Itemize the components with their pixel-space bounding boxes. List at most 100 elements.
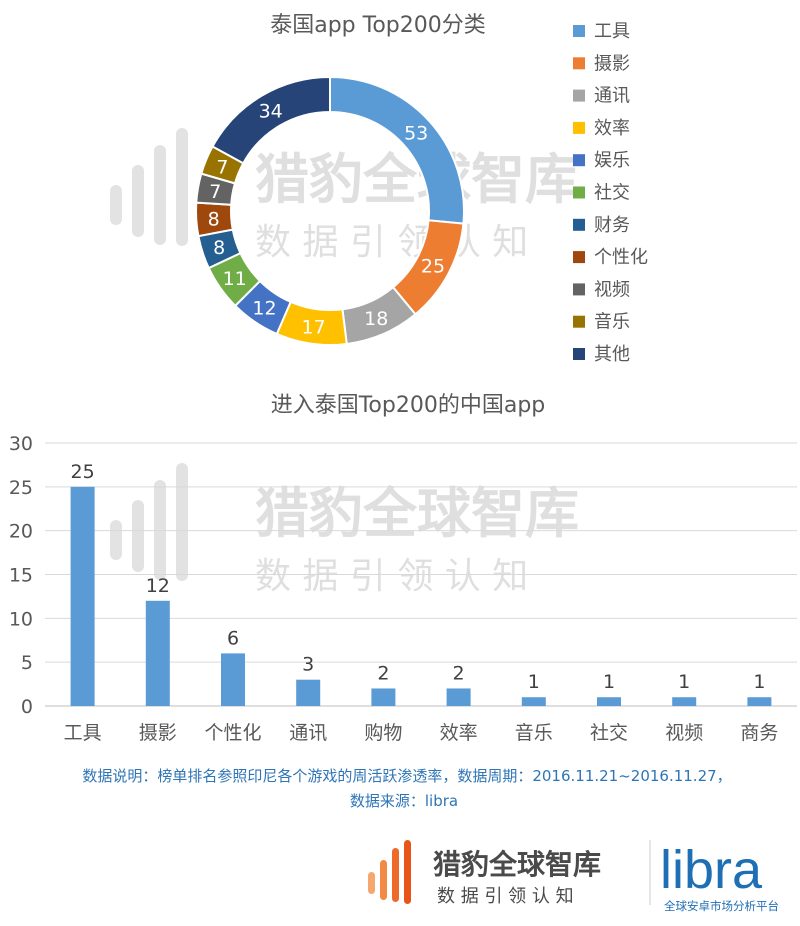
bar-x-tick-label: 商务	[740, 722, 778, 744]
bar-y-tick-label: 10	[9, 608, 33, 630]
bar-x-tick-label: 购物	[364, 722, 402, 744]
bar-y-tick-label: 5	[21, 652, 33, 674]
footnote-line-1: 数据说明：榜单排名参照印尼各个游戏的周活跃渗透率，数据周期：2016.11.21…	[82, 767, 731, 785]
legend-label: 工具	[594, 21, 630, 42]
libra-logo-wordmark: libra	[660, 840, 763, 900]
cheetah-logo-bars-icon	[368, 840, 411, 904]
legend-label: 音乐	[594, 312, 630, 333]
bar-data-label: 12	[146, 575, 170, 597]
bar-y-tick-labels: 0 5 10 15 20 25 30	[9, 433, 33, 718]
donut-data-label: 8	[213, 237, 225, 259]
legend-label: 个性化	[594, 247, 648, 268]
bar	[70, 486, 95, 706]
legend-label: 视频	[594, 279, 630, 300]
legend-swatch	[573, 25, 585, 37]
watermark-top-bars-icon	[110, 128, 188, 246]
legend-label: 其他	[594, 344, 630, 365]
bar-x-tick-label: 个性化	[204, 722, 261, 744]
bar-x-tick-label: 通讯	[289, 722, 327, 744]
legend-label: 娱乐	[594, 150, 630, 171]
watermark-top: 猎豹全球智库 数 据 引 领 认 知	[110, 128, 579, 263]
watermark-bottom: 猎豹全球智库 数 据 引 领 认 知	[110, 463, 579, 597]
footnote-line-2: 数据来源：libra	[350, 792, 458, 810]
legend-swatch	[573, 186, 585, 199]
legend-swatch	[573, 283, 585, 296]
bar	[521, 697, 546, 706]
legend-swatch	[573, 57, 585, 70]
donut-slice	[211, 75, 331, 165]
bar-x-tick-labels: 工具 摄影 个性化 通讯 购物 效率 音乐 社交 视频 商务	[64, 722, 779, 744]
bar-data-label: 1	[528, 671, 540, 693]
cheetah-logo-subtitle: 数 据 引 领 认 知	[437, 886, 574, 907]
bar-data-label: 2	[377, 662, 389, 684]
donut-data-label: 53	[404, 123, 428, 145]
bar-y-tick-label: 20	[9, 521, 33, 543]
bar-chart: 进入泰国Top200的中国app 0 5 10 15 20 25 30 25 12 6 3 2 2 1 1…	[9, 393, 797, 744]
bar-bars	[70, 486, 772, 706]
bar	[747, 697, 772, 706]
cheetah-logo-title: 猎豹全球智库	[433, 848, 601, 881]
bar-data-labels: 25 12 6 3 2 2 1 1 1 1	[71, 461, 766, 693]
legend-swatch	[573, 315, 585, 328]
legend-swatch	[573, 121, 585, 134]
bar	[221, 653, 245, 706]
cheetah-logo: 猎豹全球智库 数 据 引 领 认 知	[368, 840, 601, 907]
bar	[145, 600, 170, 706]
bar-x-tick-label: 工具	[64, 722, 102, 744]
bar	[296, 679, 321, 706]
legend-swatch	[573, 251, 585, 264]
donut-data-label: 11	[223, 268, 247, 290]
watermark-bottom-bars-icon	[110, 463, 188, 581]
donut-slices	[195, 75, 465, 346]
legend-label: 通讯	[594, 86, 630, 107]
legend-swatch	[573, 154, 585, 167]
bar-data-label: 1	[678, 671, 690, 693]
bar-data-label: 1	[603, 671, 615, 693]
donut-data-label: 12	[252, 297, 276, 319]
legend-swatch	[573, 218, 585, 231]
bar	[446, 688, 471, 706]
bar-data-label: 6	[227, 627, 239, 649]
bar-data-label: 3	[302, 654, 314, 676]
donut-data-label: 34	[259, 101, 283, 123]
bar-x-tick-label: 摄影	[139, 722, 177, 744]
legend-label: 效率	[594, 118, 630, 139]
watermark-bottom-subtitle: 数 据 引 领 认 知	[255, 556, 528, 597]
bar-x-tick-label: 视频	[665, 722, 703, 744]
legend-swatch	[573, 348, 585, 360]
donut-data-label: 7	[209, 181, 221, 203]
bar-chart-title: 进入泰国Top200的中国app	[271, 393, 546, 418]
bar-x-tick-label: 社交	[590, 722, 628, 744]
bar-data-label: 25	[71, 461, 95, 483]
donut-data-label: 7	[216, 156, 228, 178]
bar-y-tick-label: 30	[9, 433, 33, 455]
bar-y-tick-label: 0	[21, 696, 33, 718]
libra-logo: libra 全球安卓市场分析平台	[660, 840, 779, 913]
bar	[672, 697, 697, 706]
bar-x-tick-label: 效率	[440, 722, 478, 744]
bar-y-tick-label: 25	[9, 477, 33, 499]
bar-y-tick-label: 15	[9, 565, 33, 587]
libra-logo-tagline: 全球安卓市场分析平台	[664, 899, 779, 913]
donut-chart-title: 泰国app Top200分类	[270, 13, 486, 38]
bar	[597, 697, 621, 706]
bar-gridlines	[45, 442, 797, 707]
bar-x-tick-label: 音乐	[515, 722, 553, 744]
donut-data-label: 17	[301, 316, 325, 338]
bar-data-label: 2	[453, 662, 465, 684]
donut-data-label: 25	[421, 256, 445, 278]
legend-swatch	[573, 89, 585, 102]
legend-label: 财务	[594, 215, 630, 236]
donut-data-label: 8	[208, 208, 220, 230]
legend-label: 社交	[594, 183, 630, 204]
watermark-bottom-title: 猎豹全球智库	[255, 482, 579, 545]
bar-data-label: 1	[753, 671, 765, 693]
legend-label: 摄影	[594, 53, 630, 74]
donut-data-label: 18	[364, 308, 388, 330]
watermark-top-subtitle: 数 据 引 领 认 知	[255, 222, 528, 263]
bar	[371, 688, 396, 706]
